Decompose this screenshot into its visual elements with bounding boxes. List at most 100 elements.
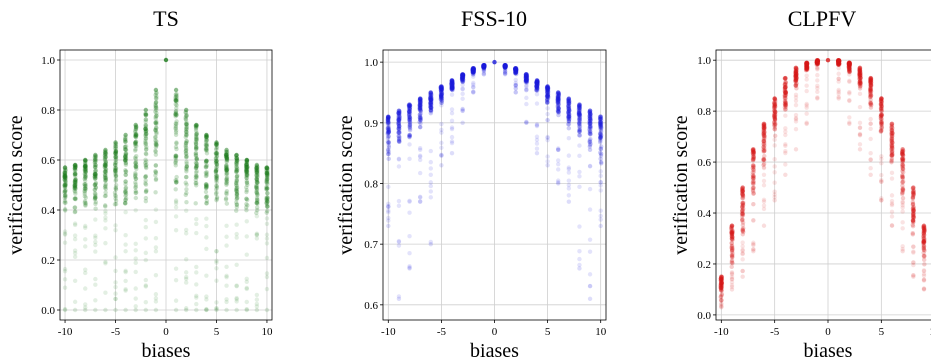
data-point	[857, 69, 863, 74]
chart-title: TS	[153, 6, 179, 31]
data-point	[524, 101, 529, 107]
data-point	[846, 64, 852, 69]
data-point	[847, 67, 852, 72]
data-point	[921, 238, 926, 244]
data-point	[857, 81, 862, 86]
data-point	[793, 73, 798, 79]
data-point	[857, 71, 862, 77]
data-point	[836, 61, 842, 67]
data-point	[113, 182, 119, 188]
data-point	[804, 121, 809, 127]
data-point	[772, 111, 777, 116]
data-point	[439, 87, 444, 93]
data-point	[113, 151, 118, 156]
data-point	[213, 158, 219, 163]
data-point	[783, 149, 788, 154]
data-point	[194, 131, 199, 137]
data-point	[123, 139, 128, 144]
data-point	[264, 195, 269, 200]
data-point	[234, 168, 240, 173]
data-point	[92, 160, 97, 165]
data-point	[103, 175, 109, 180]
data-point	[729, 253, 735, 258]
data-point	[836, 62, 841, 67]
data-point	[598, 208, 603, 213]
data-point	[439, 95, 445, 101]
data-point	[741, 200, 746, 205]
data-point	[598, 131, 603, 136]
data-point	[847, 98, 852, 104]
data-point	[762, 148, 767, 154]
data-point	[449, 85, 454, 91]
data-point	[524, 88, 529, 93]
data-point	[123, 307, 128, 313]
data-point	[428, 97, 433, 103]
data-point	[92, 164, 98, 170]
data-point	[418, 106, 423, 111]
data-point	[439, 84, 444, 89]
data-point	[396, 127, 402, 133]
data-point	[264, 172, 270, 177]
data-point	[718, 285, 723, 290]
data-point	[72, 166, 78, 171]
data-point	[264, 178, 270, 183]
data-point	[719, 279, 724, 285]
data-point	[396, 123, 402, 129]
data-point	[234, 178, 239, 184]
data-point	[397, 130, 402, 136]
data-point	[566, 114, 571, 120]
data-point	[254, 183, 259, 188]
data-point	[740, 268, 745, 274]
data-point	[407, 117, 412, 122]
data-point	[793, 69, 799, 74]
data-point	[103, 218, 108, 223]
data-point	[900, 164, 905, 170]
data-point	[439, 98, 445, 104]
data-point	[143, 147, 149, 152]
data-point	[133, 164, 139, 170]
data-point	[224, 165, 229, 170]
data-point	[173, 144, 179, 150]
data-point	[143, 163, 148, 168]
data-point	[577, 105, 582, 111]
data-point	[244, 165, 250, 170]
data-point	[599, 118, 604, 123]
data-point	[718, 294, 724, 299]
data-point	[719, 280, 724, 286]
data-point	[598, 135, 603, 141]
data-point	[449, 87, 455, 93]
data-point	[857, 82, 862, 87]
data-point	[439, 140, 444, 146]
data-point	[772, 101, 777, 107]
data-point	[428, 100, 434, 105]
data-point	[417, 195, 423, 200]
data-point	[407, 114, 412, 120]
data-point	[439, 91, 445, 96]
data-point	[184, 187, 189, 192]
data-point	[173, 95, 178, 100]
data-point	[133, 170, 138, 176]
data-point	[103, 175, 108, 181]
data-point	[750, 157, 756, 162]
data-point	[255, 180, 260, 185]
data-point	[566, 105, 572, 110]
data-point	[890, 131, 895, 136]
data-point	[899, 162, 905, 167]
data-point	[233, 182, 239, 188]
data-point	[245, 172, 250, 178]
data-point	[183, 166, 189, 171]
data-point	[449, 83, 455, 88]
data-point	[123, 197, 128, 203]
data-point	[879, 156, 884, 162]
data-point	[555, 100, 561, 105]
data-point	[588, 113, 593, 118]
data-point	[782, 81, 788, 87]
data-point	[174, 119, 179, 124]
data-point	[143, 141, 149, 146]
data-point	[911, 211, 916, 216]
data-point	[183, 274, 189, 280]
data-point	[133, 241, 138, 247]
data-point	[418, 115, 423, 121]
data-point	[143, 189, 149, 195]
data-point	[102, 158, 108, 163]
